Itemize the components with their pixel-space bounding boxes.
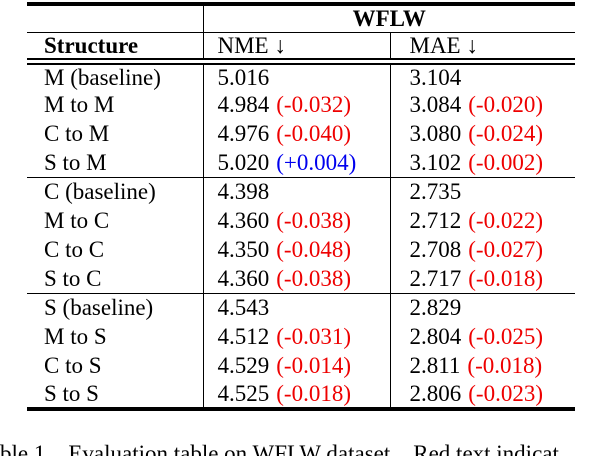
nme-cell: 5.016 [202,61,390,91]
nme-cell: 4.360 (-0.038) [202,206,390,236]
table-row: C to S 4.529 (-0.014) 2.811 (-0.018) [27,351,575,381]
nme-delta: (+0.004) [276,149,357,175]
table-row: C (baseline) 4.398 2.735 [27,176,575,207]
nme-cell: 4.525 (-0.018) [202,380,390,412]
mae-cell: 3.080 (-0.024) [389,119,575,149]
mae-delta: (-0.027) [468,237,543,263]
nme-delta: (-0.038) [276,265,351,291]
nme-cell: 4.976 (-0.040) [202,119,390,149]
table-row: C to C 4.350 (-0.048) 2.708 (-0.027) [27,235,575,265]
mae-delta: (-0.020) [468,92,543,118]
column-header-nme: NME ↓ [202,32,390,65]
table-row: S to C 4.360 (-0.038) 2.717 (-0.018) [27,264,575,294]
table-header-columns-row: Structure NME ↓ MAE ↓ [27,32,575,65]
mae-delta: (-0.022) [468,208,543,234]
mae-delta: (-0.025) [468,324,543,350]
structure-cell: M to S [44,324,107,350]
nme-delta: (-0.032) [276,92,351,118]
table-row: M to S 4.512 (-0.031) 2.804 (-0.025) [27,322,575,352]
structure-cell: C to S [44,353,102,379]
nme-delta: (-0.038) [276,208,351,234]
mae-cell: 2.804 (-0.025) [389,322,575,352]
table-row: M to C 4.360 (-0.038) 2.712 (-0.022) [27,206,575,236]
mae-cell: 3.104 [389,61,575,91]
structure-cell: C to C [44,237,105,263]
nme-cell: 4.529 (-0.014) [202,351,390,381]
nme-cell: 4.543 [202,292,390,323]
structure-cell: M to M [44,92,115,118]
mae-delta: (-0.018) [468,265,543,291]
nme-delta: (-0.048) [276,237,351,263]
nme-cell: 4.398 [202,176,390,207]
mae-delta: (-0.018) [467,353,543,379]
nme-cell: 4.350 (-0.048) [202,235,390,265]
column-header-mae: MAE ↓ [389,32,575,65]
mae-cell: 2.712 (-0.022) [389,206,575,236]
dataset-header: WFLW [202,2,575,33]
results-table: WFLW Structure NME ↓ MAE ↓ M (baseline) … [27,2,575,412]
structure-cell: S (baseline) [27,292,203,323]
nme-delta: (-0.040) [276,121,351,147]
mae-cell: 3.102 (-0.002) [389,148,575,178]
mae-delta: (-0.024) [468,121,543,147]
nme-delta: (-0.014) [276,353,351,379]
mae-cell: 2.806 (-0.023) [389,380,575,412]
mae-cell: 2.811 (-0.018) [389,351,575,381]
table-row: C to M 4.976 (-0.040) 3.080 (-0.024) [27,119,575,149]
structure-cell: S to C [44,265,102,291]
table-row: M (baseline) 5.016 3.104 [27,61,575,91]
mae-cell: 2.735 [389,176,575,207]
structure-cell: S to S [27,380,203,412]
nme-delta: (-0.031) [276,324,351,350]
structure-cell: C (baseline) [27,176,203,207]
table-row: S to S 4.525 (-0.018) 2.806 (-0.023) [27,380,575,412]
table-row: M to M 4.984 (-0.032) 3.084 (-0.020) [27,90,575,120]
nme-cell: 4.512 (-0.031) [202,322,390,352]
mae-delta: (-0.023) [468,381,543,407]
mae-cell: 2.829 [389,292,575,323]
mae-cell: 2.717 (-0.018) [389,264,575,294]
column-header-structure: Structure [27,32,203,65]
structure-cell: C to M [44,121,110,147]
table-caption: ble 1. Evaluation table on WFLW dataset.… [0,441,559,456]
table-header-dataset-row: WFLW [27,2,575,33]
nme-cell: 5.020 (+0.004) [202,148,390,178]
structure-cell: S to M [44,149,107,175]
nme-cell: 4.984 (-0.032) [202,90,390,120]
nme-cell: 4.360 (-0.038) [202,264,390,294]
mae-delta: (-0.002) [468,149,543,175]
mae-cell: 3.084 (-0.020) [389,90,575,120]
nme-delta: (-0.018) [276,381,351,407]
mae-cell: 2.708 (-0.027) [389,235,575,265]
header-empty-cell [27,2,203,33]
table-row: S (baseline) 4.543 2.829 [27,292,575,323]
structure-cell: M to C [44,208,110,234]
structure-cell: M (baseline) [44,64,161,90]
table-row: S to M 5.020 (+0.004) 3.102 (-0.002) [27,148,575,178]
